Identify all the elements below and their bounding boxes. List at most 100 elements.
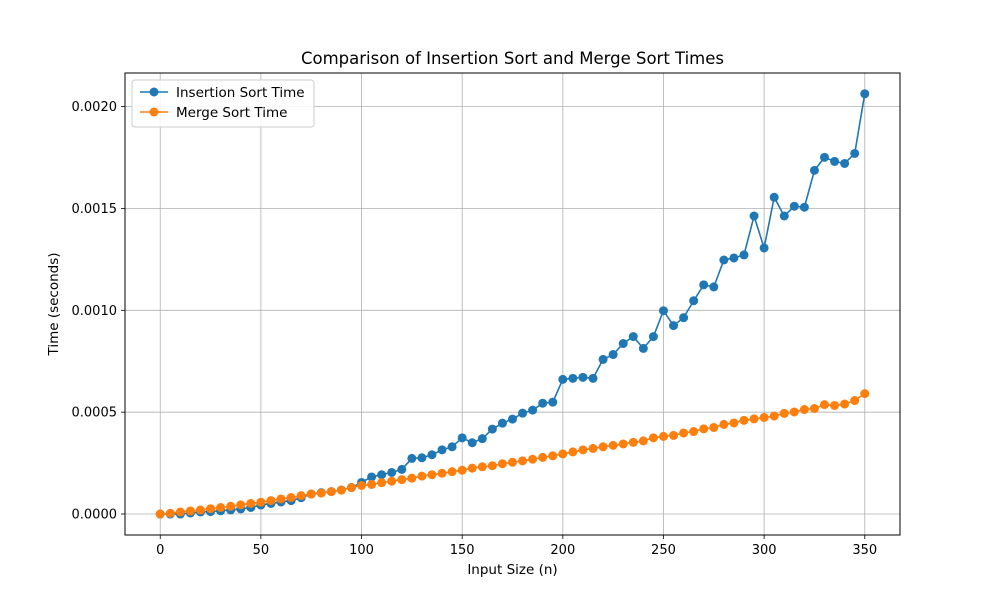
insertion-sort-time-point <box>689 296 699 306</box>
x-axis-label: Input Size (n) <box>467 562 557 578</box>
merge-sort-time-point <box>286 493 296 503</box>
insertion-sort-time-point <box>457 433 467 443</box>
insertion-sort-time-point <box>679 313 689 323</box>
insertion-sort-time-point <box>598 354 608 364</box>
insertion-sort-time-point <box>437 445 447 455</box>
merge-sort-time-point <box>236 500 246 510</box>
x-tick-label: 150 <box>450 543 475 558</box>
insertion-sort-time-point <box>739 250 749 260</box>
insertion-sort-time-point <box>820 152 830 162</box>
insertion-sort-time-point <box>447 442 457 452</box>
merge-sort-time-point <box>377 478 387 488</box>
insertion-sort-time-point <box>628 332 638 342</box>
insertion-sort-time-point <box>397 464 407 474</box>
merge-sort-time-point <box>447 467 457 477</box>
merge-sort-time-line <box>160 392 866 515</box>
merge-sort-time-point <box>387 476 397 486</box>
insertion-sort-time-point <box>497 418 507 428</box>
merge-sort-time-point <box>346 483 356 493</box>
insertion-sort-time-point <box>477 434 487 444</box>
merge-sort-time-point <box>679 428 689 438</box>
series-layer <box>155 89 870 519</box>
merge-sort-time-point <box>326 487 336 497</box>
merge-sort-time-point <box>759 412 769 422</box>
insertion-sort-time-point <box>799 202 809 212</box>
legend-marker-merge-sort-time <box>149 107 159 117</box>
plot-frame <box>124 72 901 536</box>
insertion-sort-time-point <box>729 253 739 263</box>
merge-sort-time-point <box>497 459 507 469</box>
merge-sort-time-point <box>568 447 578 457</box>
merge-sort-time-point <box>729 418 739 428</box>
merge-sort-time-point <box>658 431 668 441</box>
merge-sort-time-point <box>648 433 658 443</box>
y-tick-label: 0.0005 <box>72 406 118 421</box>
insertion-sort-time-point <box>367 472 377 482</box>
insertion-sort-time-point <box>840 158 850 168</box>
merge-sort-time-point <box>638 436 648 446</box>
insertion-sort-time-point <box>789 201 799 211</box>
insertion-sort-time-point <box>528 405 538 415</box>
merge-sort-time-point <box>487 461 497 471</box>
insertion-sort-time-point <box>699 280 709 290</box>
insertion-sort-time-point <box>719 255 729 265</box>
merge-sort-time-point <box>749 414 759 424</box>
legend: Insertion Sort Time Merge Sort Time <box>131 79 315 128</box>
merge-sort-time-point <box>799 405 809 415</box>
merge-sort-time-point <box>528 454 538 464</box>
merge-sort-time-point <box>367 479 377 489</box>
insertion-sort-time-point <box>749 211 759 221</box>
insertion-sort-time-point <box>417 453 427 463</box>
insertion-sort-time-point <box>850 148 860 158</box>
merge-sort-time-point <box>457 465 467 475</box>
insertion-sort-time-point <box>518 408 528 418</box>
merge-sort-time-point <box>397 475 407 485</box>
insertion-sort-time-point <box>779 211 789 221</box>
merge-sort-time-point <box>578 445 588 455</box>
merge-sort-time-point <box>669 430 679 440</box>
x-tick-label: 200 <box>550 543 575 558</box>
x-tick-label: 50 <box>253 543 270 558</box>
merge-sort-time-point <box>850 396 860 406</box>
merge-sort-time-point <box>256 497 266 507</box>
merge-sort-time-point <box>598 442 608 452</box>
merge-sort-time-point <box>276 494 286 504</box>
insertion-sort-time-point <box>377 470 387 480</box>
insertion-sort-time-point <box>568 373 578 383</box>
legend-label-merge-sort-time: Merge Sort Time <box>176 105 287 121</box>
insertion-sort-time-point <box>638 343 648 353</box>
merge-sort-time-point <box>789 407 799 417</box>
merge-sort-time-point <box>336 485 346 495</box>
merge-sort-time-point <box>719 419 729 429</box>
merge-sort-time-point <box>165 508 175 518</box>
insertion-sort-time-point <box>407 453 417 463</box>
merge-sort-time-point <box>508 457 517 467</box>
insertion-sort-time-point <box>508 414 517 424</box>
merge-sort-time-point <box>518 456 528 466</box>
insertion-sort-time-point <box>618 339 628 349</box>
merge-sort-time-point <box>296 491 306 501</box>
merge-sort-time-point <box>357 481 367 490</box>
merge-sort-time-point <box>195 505 205 515</box>
merge-sort-time-point <box>608 440 618 450</box>
merge-sort-time-point <box>628 437 638 447</box>
x-tick-label: 350 <box>852 543 877 558</box>
merge-sort-time-point <box>226 501 236 511</box>
insertion-sort-time-point <box>608 350 618 360</box>
y-tick-label: 0.0015 <box>72 202 118 217</box>
insertion-sort-time-point <box>467 438 477 448</box>
insertion-sort-time-point <box>830 156 840 166</box>
merge-sort-time-point <box>618 439 628 449</box>
merge-sort-time-point <box>830 400 840 410</box>
merge-sort-time-point <box>840 399 850 409</box>
x-tick-label: 0 <box>156 543 164 558</box>
merge-sort-time-point <box>216 503 226 512</box>
insertion-sort-time-point <box>669 321 679 331</box>
y-tick-label: 0.0020 <box>72 100 118 115</box>
insertion-sort-time-point <box>427 450 437 460</box>
insertion-sort-time-point <box>487 424 497 434</box>
insertion-sort-time-point <box>759 243 769 253</box>
insertion-sort-time-point <box>588 373 598 383</box>
